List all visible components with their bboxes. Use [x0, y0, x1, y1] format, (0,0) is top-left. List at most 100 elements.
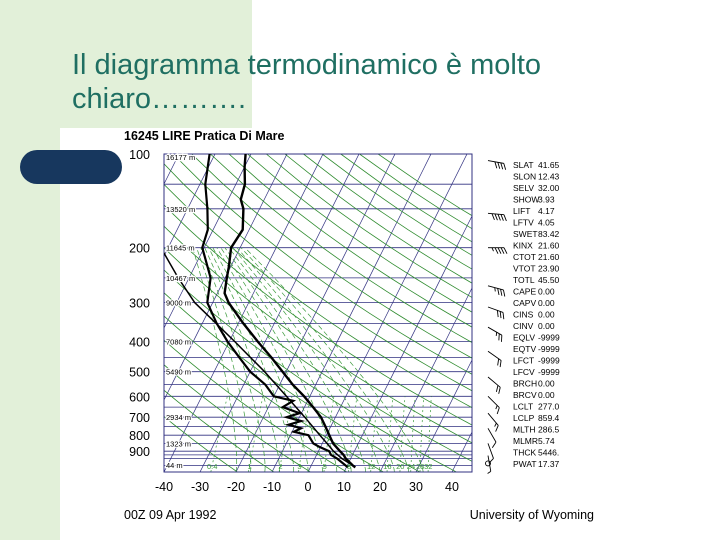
moist-adiabat-line	[204, 247, 280, 472]
wind-barb-half-flag	[491, 247, 494, 252]
dry-adiabat-line	[164, 269, 457, 472]
x-tick-label: 30	[409, 480, 423, 494]
mixing-ratio-label: 8	[347, 462, 351, 471]
height-label: 7080 m	[166, 338, 191, 347]
index-value: 45.50	[538, 275, 560, 285]
index-value: 12.43	[538, 172, 560, 182]
index-name: EQLV	[513, 333, 535, 343]
index-name: TOTL	[513, 275, 535, 285]
dry-adiabat-line	[191, 154, 472, 359]
pressure-tick-label: 100	[129, 148, 150, 162]
wind-barb-flag	[499, 360, 502, 368]
mixing-ratio-label: 2	[278, 462, 282, 471]
wind-barb	[487, 395, 500, 415]
mixing-ratio-label: 28	[416, 462, 424, 471]
index-value: 41.65	[538, 160, 560, 170]
footer-source: University of Wyoming	[470, 508, 594, 522]
slide-title-line-1: Il diagramma termodinamico è molto	[72, 49, 542, 81]
wind-barb	[487, 350, 502, 368]
wind-barb	[487, 285, 506, 297]
index-name: PWAT	[513, 459, 537, 469]
wind-barb-flag	[494, 247, 499, 254]
mixing-ratio-line	[410, 396, 416, 472]
index-name: MLTH	[513, 425, 536, 435]
mixing-ratio-line	[210, 396, 228, 472]
wind-barb-half-flag	[495, 405, 498, 410]
moist-adiabat-line	[244, 247, 424, 472]
mixing-ratio-line	[279, 396, 293, 472]
moist-adiabat-line	[220, 247, 338, 472]
index-value: 32.00	[538, 183, 560, 193]
isotherm-line	[271, 154, 432, 472]
wind-barb-flag	[500, 162, 504, 170]
temperature-line	[223, 154, 357, 469]
dry-adiabat-line	[164, 315, 384, 472]
mixing-ratio-label: 0.4	[207, 462, 217, 471]
wind-barb-staff	[487, 376, 501, 388]
wind-barb-staff	[487, 395, 500, 408]
moist-adiabat-line	[196, 247, 252, 472]
label-layer: 0.4 1 2 3 5 8 12 16 20 24 28 3210020030040050060070…	[129, 148, 560, 494]
pressure-tick-label: 700	[129, 411, 150, 425]
mixing-ratio-line	[248, 396, 264, 472]
index-name: SELV	[513, 183, 534, 193]
mixing-ratio-label: 1	[248, 462, 252, 471]
wind-barb-staff	[487, 443, 494, 459]
wind-barb-staff	[487, 428, 497, 443]
wind-barb	[487, 428, 497, 449]
isotherm-line	[164, 154, 288, 401]
index-value: 286.5	[538, 425, 560, 435]
index-name: SLAT	[513, 160, 534, 170]
index-value: 21.60	[538, 252, 560, 262]
wind-barb-flag	[497, 247, 502, 254]
wind-barb-flag	[494, 213, 498, 221]
wind-barb-staff	[487, 455, 492, 472]
mixing-ratio-line	[370, 396, 379, 472]
moist-adiabat-line	[228, 247, 366, 472]
index-value: 0.00	[538, 390, 555, 400]
index-name: LFCV	[513, 367, 535, 377]
index-value: 83.42	[538, 229, 560, 239]
isotherm-line	[415, 359, 472, 472]
index-name: LFCT	[513, 356, 534, 366]
bullet-pill	[20, 150, 122, 184]
index-name: BRCH	[513, 379, 537, 389]
mixing-ratio-line	[427, 396, 432, 472]
dry-adiabat-line	[266, 154, 472, 298]
dewpoint-line	[201, 154, 349, 469]
mixing-ratio-line	[419, 396, 425, 472]
grid-layer	[164, 154, 472, 472]
height-label: 16177 m	[166, 153, 195, 162]
dry-adiabat-line	[377, 154, 472, 217]
dry-adiabat-line	[228, 154, 472, 328]
height-label: 2934 m	[166, 413, 191, 422]
index-name: LFTV	[513, 218, 534, 228]
moist-adiabat-line	[212, 247, 309, 472]
pressure-tick-label: 800	[129, 429, 150, 443]
isotherm-line	[164, 154, 324, 472]
chart-title: 16245 LIRE Pratica Di Mare	[124, 129, 285, 143]
wind-barb-half-flag	[494, 422, 497, 427]
isotherm-line	[343, 215, 472, 472]
moist-adiabat-line	[232, 247, 381, 472]
index-value: -9999	[538, 367, 560, 377]
index-name: LCLP	[513, 413, 535, 423]
mixing-ratio-line	[323, 396, 335, 472]
mixing-ratio-label: 20	[396, 462, 404, 471]
index-value: 0.00	[538, 287, 555, 297]
dry-adiabat-line	[247, 154, 472, 313]
index-value: 3.93	[538, 195, 555, 205]
parcel-path-line	[164, 251, 354, 467]
mixing-ratio-label: 32	[424, 462, 432, 471]
wind-barb-flag	[495, 385, 499, 392]
index-name: MLMR	[513, 436, 538, 446]
wind-barb	[487, 306, 505, 320]
x-tick-label: 0	[305, 480, 312, 494]
pressure-tick-label: 900	[129, 445, 150, 459]
x-tick-label: -20	[227, 480, 245, 494]
x-tick-label: 40	[445, 480, 459, 494]
x-tick-label: -10	[263, 480, 281, 494]
index-name: CINV	[513, 321, 534, 331]
wind-barb-flag	[499, 311, 502, 319]
moist-adiabat-line	[216, 247, 323, 472]
